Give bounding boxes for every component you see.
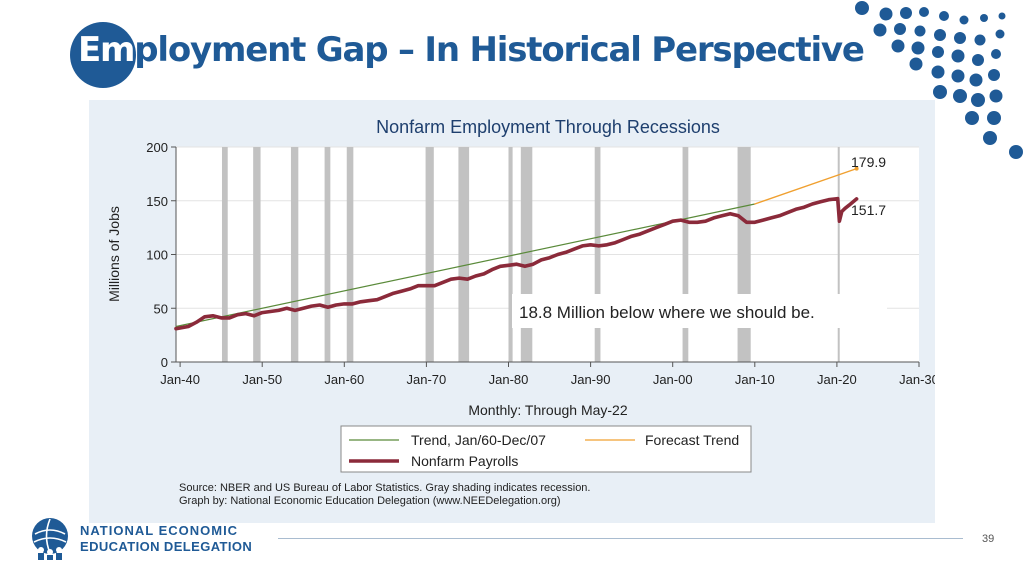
gap-note: 18.8 Million below where we should be. — [519, 303, 815, 322]
y-axis-label: Millions of Jobs — [106, 206, 122, 302]
people-globe-icon — [32, 518, 68, 560]
nonfarm-payrolls-line — [174, 196, 859, 331]
actual-end-label: 151.7 — [851, 202, 886, 218]
x-tick-label: Jan-20 — [817, 372, 857, 387]
recession-band — [221, 147, 228, 362]
recession-band — [594, 147, 601, 362]
recession-band — [253, 147, 261, 362]
x-tick-label: Jan-90 — [571, 372, 611, 387]
x-tick-label: Jan-30 — [899, 372, 935, 387]
decorative-dot — [989, 89, 1003, 103]
decorative-dot — [932, 46, 944, 58]
x-tick-label: Jan-60 — [324, 372, 364, 387]
logo-text-line2: EDUCATION DELEGATION — [80, 539, 253, 554]
recession-band — [425, 147, 434, 362]
x-tick-label: Jan-70 — [407, 372, 447, 387]
legend-label-trend: Trend, Jan/60-Dec/07 — [411, 432, 546, 448]
decorative-dot — [965, 111, 979, 125]
recession-band — [520, 147, 533, 362]
y-tick-label: 100 — [146, 248, 168, 263]
recession-band — [346, 147, 354, 362]
x-tick-label: Jan-50 — [242, 372, 282, 387]
decorative-dot — [919, 7, 929, 17]
decorative-dot — [911, 41, 925, 55]
y-tick-label: 150 — [146, 194, 168, 209]
decorative-dot — [933, 85, 947, 99]
legend-box — [340, 425, 752, 473]
recession-band — [290, 147, 299, 362]
decorative-dot — [974, 34, 986, 46]
decorative-dot — [900, 7, 912, 19]
y-tick-label: 0 — [161, 355, 168, 370]
decorative-dot — [879, 7, 893, 21]
decorative-dot — [998, 12, 1006, 20]
x-tick-label: Jan-80 — [489, 372, 529, 387]
decorative-dot — [987, 111, 1001, 125]
x-tick-label: Jan-40 — [160, 372, 200, 387]
graph-credit: Graph by: National Economic Education De… — [179, 495, 561, 507]
page-number: 39 — [982, 533, 995, 545]
decorative-dot — [953, 89, 967, 103]
decorative-dot — [931, 65, 945, 79]
chart-title: Nonfarm Employment Through Recessions — [376, 117, 720, 137]
decorative-dot — [954, 32, 966, 44]
decorative-dot — [959, 15, 969, 25]
decorative-dot — [980, 14, 988, 22]
decorative-dot — [972, 54, 984, 66]
recession-band — [837, 147, 840, 362]
decorative-dot — [995, 29, 1005, 39]
y-tick-label: 200 — [146, 140, 168, 155]
slide-title-em: Em — [78, 30, 135, 70]
x-tick-label: Jan-10 — [735, 372, 775, 387]
y-tick-label: 50 — [154, 301, 168, 316]
decorative-dot — [951, 69, 965, 83]
decorative-dot — [891, 39, 905, 53]
slide-title-rest: ployment Gap – In Historical Perspective — [134, 30, 865, 70]
title-accent-circle — [70, 22, 136, 88]
forecast-end-point — [854, 166, 859, 171]
footer-divider — [278, 538, 963, 539]
recession-band — [682, 147, 689, 362]
decorative-dot — [969, 73, 983, 87]
decorative-dot — [971, 93, 985, 107]
decorative-dot — [873, 23, 887, 37]
legend-label-payrolls: Nonfarm Payrolls — [411, 453, 518, 469]
forecast-trend-line — [754, 167, 858, 205]
decorative-dot — [983, 131, 997, 145]
recession-band — [737, 147, 751, 362]
x-axis-label: Monthly: Through May-22 — [468, 402, 627, 418]
decorative-dot — [988, 69, 1000, 81]
decorative-dot — [914, 25, 926, 37]
decorative-dot — [1009, 145, 1023, 159]
logo-text-line1: NATIONAL ECONOMIC — [80, 523, 239, 538]
decorative-dot-pattern — [855, 1, 1023, 159]
decorative-dot — [939, 11, 949, 21]
trend-line — [175, 203, 756, 328]
decorative-dot — [909, 57, 923, 71]
decorative-dot — [934, 29, 946, 41]
x-tick-label: Jan-00 — [653, 372, 693, 387]
decorative-dot — [894, 23, 906, 35]
forecast-end-label: 179.9 — [851, 154, 886, 170]
slide-title: Employment Gap – In Historical Perspecti… — [78, 30, 865, 70]
recession-band — [508, 147, 513, 362]
gap-note-box — [512, 294, 887, 328]
decorative-dot — [855, 1, 869, 15]
recession-band — [324, 147, 331, 362]
source-note: Source: NBER and US Bureau of Labor Stat… — [179, 482, 591, 494]
recession-band — [458, 147, 470, 362]
legend-label-forecast: Forecast Trend — [645, 432, 739, 448]
employment-chart: Nonfarm Employment Through Recessions 0 5… — [106, 117, 935, 507]
decorative-dot — [991, 49, 1001, 59]
decorative-dot — [951, 49, 965, 63]
